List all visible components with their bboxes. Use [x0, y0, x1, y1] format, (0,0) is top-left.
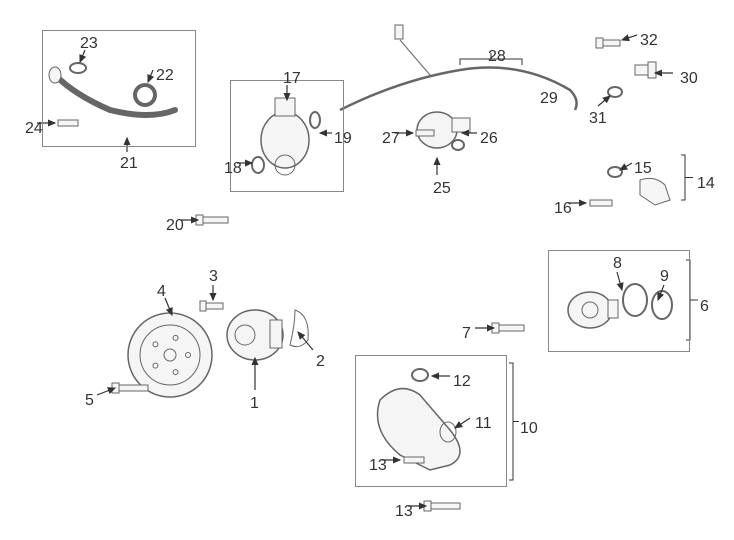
- callout-number: 14: [697, 175, 715, 193]
- callout-number: 21: [120, 155, 138, 173]
- callout-number: 18: [224, 160, 242, 178]
- callout-number: 16: [554, 200, 572, 218]
- callout-number: 2: [316, 353, 325, 371]
- bolt: [430, 503, 460, 509]
- callout-number: 10: [520, 420, 538, 438]
- callout-number: 23: [80, 35, 98, 53]
- callout-number: 30: [680, 70, 698, 88]
- callout-number: 9: [660, 268, 669, 286]
- callout-number: 27: [382, 130, 400, 148]
- callout-number: 17: [283, 70, 301, 88]
- callout-number: 6: [700, 298, 709, 316]
- callout-number: 28: [488, 48, 506, 66]
- fitting: [640, 178, 670, 205]
- group-box: [42, 30, 196, 147]
- washer: [608, 87, 622, 97]
- callout-number: 29: [540, 90, 558, 108]
- bolt: [205, 303, 223, 309]
- bolt: [202, 217, 228, 223]
- callout-number: 13: [395, 503, 413, 521]
- callout-number: 8: [613, 255, 622, 273]
- callout-number: 7: [462, 325, 471, 343]
- callout-number: 4: [157, 283, 166, 301]
- callout-number: 3: [209, 268, 218, 286]
- callout-number: 24: [25, 120, 43, 138]
- callout-number: 19: [334, 130, 352, 148]
- callout-number: 1: [250, 395, 259, 413]
- pulley: [128, 313, 212, 397]
- callout-number: 26: [480, 130, 498, 148]
- bolt: [498, 325, 524, 331]
- callout-number: 5: [85, 392, 94, 410]
- callout-number: 13: [369, 457, 387, 475]
- callout-number: 20: [166, 217, 184, 235]
- callout-number: 22: [156, 67, 174, 85]
- bolt: [590, 200, 612, 206]
- bolt: [602, 40, 620, 46]
- group-box: [230, 80, 344, 192]
- callout-number: 15: [634, 160, 652, 178]
- bolt: [118, 385, 148, 391]
- bolt: [416, 130, 434, 136]
- callout-number: 31: [589, 110, 607, 128]
- callout-number: 12: [453, 373, 471, 391]
- callout-number: 11: [475, 415, 492, 433]
- callout-number: 32: [640, 32, 658, 50]
- callout-number: 25: [433, 180, 451, 198]
